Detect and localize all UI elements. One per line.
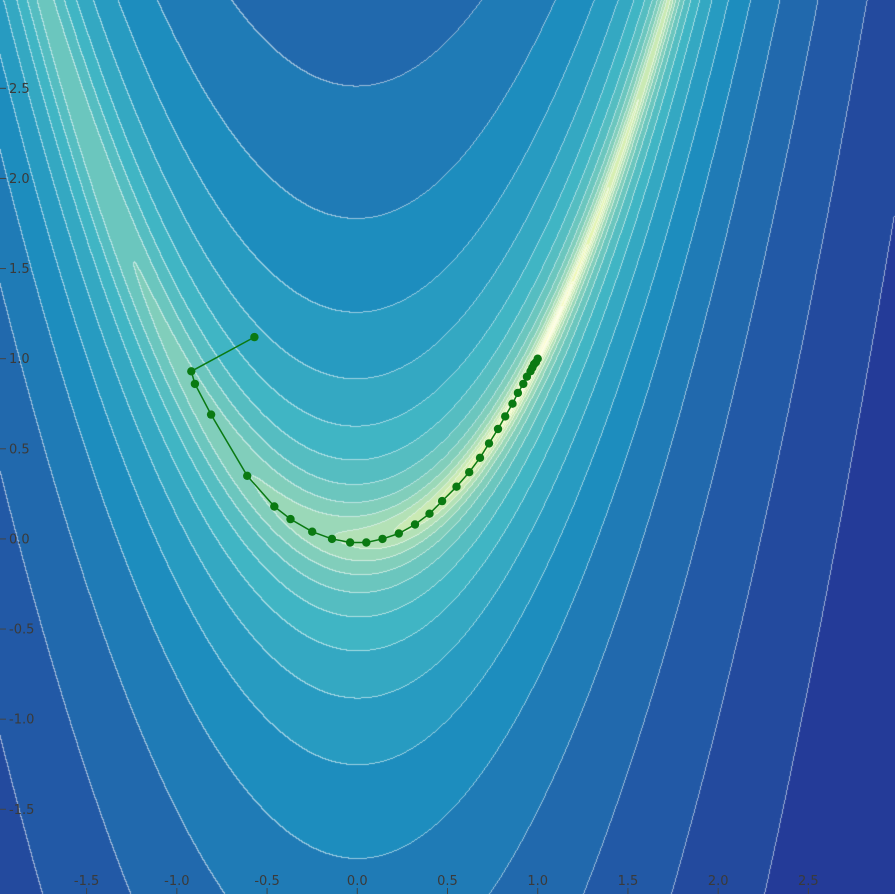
optimizer-step-point bbox=[394, 529, 403, 538]
x-tick-label: -0.5 bbox=[254, 874, 279, 889]
y-tick-label: 0.0 bbox=[9, 532, 30, 547]
optimizer-step-point bbox=[484, 439, 494, 448]
optimizer-step-point bbox=[410, 520, 420, 529]
optimizer-step-point bbox=[493, 424, 503, 434]
x-tick-label: 2.5 bbox=[798, 874, 819, 889]
optimizer-step-point bbox=[362, 538, 371, 547]
x-tick-label: 0.5 bbox=[437, 874, 458, 889]
optimizer-step-point bbox=[475, 453, 485, 462]
y-tick-label: 2.5 bbox=[9, 82, 30, 97]
x-tick-label: -1.5 bbox=[74, 874, 99, 889]
axis-ticks: -1.5 -1.0 -0.5 0.0 0.5 1.0 1.5 2.0 2.5 2.5 2.0 1.5 1… bbox=[0, 82, 819, 894]
x-tick-label: 1.0 bbox=[527, 874, 548, 889]
optimizer-step-point bbox=[206, 410, 216, 419]
optimizer-step-point bbox=[501, 412, 510, 421]
optimizer-path bbox=[187, 332, 542, 547]
optimizer-step-point bbox=[243, 471, 252, 480]
x-tick-label: 2.0 bbox=[708, 874, 729, 889]
optimizer-step-point bbox=[190, 379, 200, 389]
y-tick-label: -0.5 bbox=[9, 623, 34, 638]
y-tick-label: 2.0 bbox=[9, 172, 30, 187]
y-tick-label: -1.0 bbox=[9, 713, 34, 728]
optimizer-step-point bbox=[270, 502, 279, 511]
optimizer-step-point bbox=[345, 538, 355, 547]
optimizer-step-point bbox=[187, 367, 196, 376]
x-tick-label: -1.0 bbox=[164, 874, 189, 889]
y-tick-label: 1.5 bbox=[9, 262, 30, 277]
y-tick-label: 1.0 bbox=[9, 352, 30, 367]
x-tick-label: 0.0 bbox=[347, 874, 368, 889]
optimizer-step-point bbox=[437, 496, 447, 506]
optimizer-step-point bbox=[519, 379, 528, 389]
optimizer-step-point bbox=[327, 534, 337, 544]
optimizer-step-point bbox=[425, 509, 434, 518]
optimizer-step-point bbox=[513, 388, 523, 398]
optimizer-step-point bbox=[452, 482, 461, 491]
optimizer-step-point bbox=[250, 332, 259, 342]
y-tick-label: 0.5 bbox=[9, 442, 30, 457]
optimizer-step-point bbox=[533, 354, 542, 363]
optimizer-step-point bbox=[286, 514, 295, 524]
optimizer-step-point bbox=[508, 399, 517, 408]
optimizer-step-point bbox=[308, 527, 317, 536]
x-tick-label: 1.5 bbox=[618, 874, 639, 889]
y-tick-label: -1.5 bbox=[9, 803, 34, 818]
optimizer-step-point bbox=[378, 534, 387, 544]
optimizer-step-point bbox=[465, 468, 474, 477]
